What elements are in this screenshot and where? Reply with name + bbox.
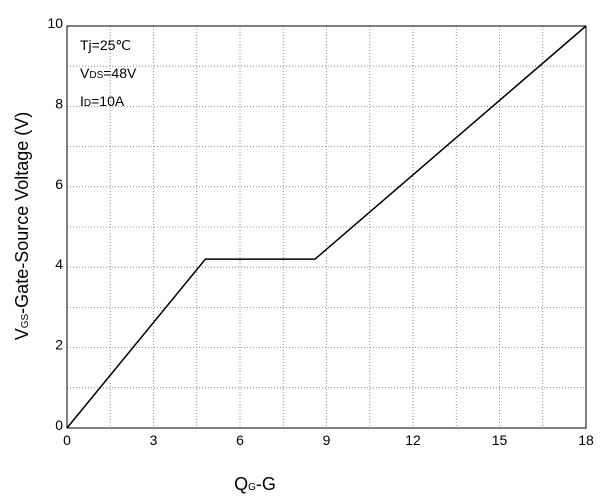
series-lines xyxy=(66,25,587,429)
series-line-1 xyxy=(66,25,587,429)
y-tick-label: 2 xyxy=(55,337,63,353)
y-tick-label: 6 xyxy=(55,176,63,192)
annotation-1: Tj=25℃ xyxy=(80,37,131,53)
x-tick-label: 6 xyxy=(236,432,244,448)
y-tick-label: 0 xyxy=(55,417,63,433)
annotation-3: ID=10A xyxy=(80,93,125,109)
y-tick-label: 4 xyxy=(55,256,63,272)
annotation-2: VDS=48V xyxy=(80,65,137,81)
x-tick-label: 18 xyxy=(578,432,594,448)
y-tick-labels: 0 2 4 6 8 10 xyxy=(47,15,63,433)
x-tick-label: 9 xyxy=(323,432,331,448)
y-tick-label: 8 xyxy=(55,95,63,111)
x-axis-label: QG-G xyxy=(234,474,276,494)
plot-frame xyxy=(66,25,587,429)
y-axis-label: VGS-Gate-Source Voltage (V) xyxy=(12,112,32,341)
x-tick-label: 0 xyxy=(63,432,71,448)
x-tick-label: 15 xyxy=(492,432,508,448)
x-tick-labels: 0 3 6 9 12 15 18 xyxy=(63,432,594,448)
annotations: Tj=25℃ VDS=48V ID=10A xyxy=(80,37,137,109)
grid xyxy=(67,26,586,428)
x-tick-label: 3 xyxy=(150,432,158,448)
x-tick-label: 12 xyxy=(405,432,421,448)
y-tick-label: 10 xyxy=(47,15,63,31)
